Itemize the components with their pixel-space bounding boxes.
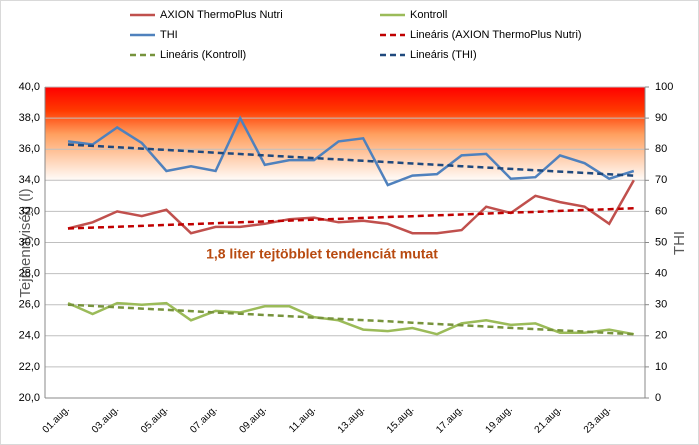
trend-line xyxy=(67,143,634,177)
y-tick-label: 34,0 xyxy=(19,174,40,186)
y-tick-label: 30,0 xyxy=(19,236,40,248)
y-tick-label: 36,0 xyxy=(19,143,40,155)
y-tick-label: 32,0 xyxy=(19,205,40,217)
y2-tick-label: 80 xyxy=(655,143,667,155)
y-tick-label: 26,0 xyxy=(19,299,40,311)
heat-zone xyxy=(45,87,645,182)
y2-tick-label: 100 xyxy=(655,81,673,93)
y2-tick-label: 0 xyxy=(655,392,661,404)
trend-line xyxy=(67,303,634,336)
legend-label: THI xyxy=(160,29,178,41)
y2-axis-label: THI xyxy=(671,231,688,255)
y-tick-label: 40,0 xyxy=(19,81,40,93)
legend-label: Lineáris (Kontroll) xyxy=(160,49,246,61)
y2-tick-label: 60 xyxy=(655,205,667,217)
y-tick-label: 22,0 xyxy=(19,361,40,373)
y2-tick-label: 20 xyxy=(655,330,667,342)
legend-label: Kontroll xyxy=(410,9,447,21)
legend-label: Lineáris (AXION ThermoPlus Nutri) xyxy=(410,29,582,41)
y2-tick-label: 40 xyxy=(655,268,667,280)
y2-tick-label: 10 xyxy=(655,361,667,373)
y2-tick-label: 30 xyxy=(655,299,667,311)
y2-tick-label: 50 xyxy=(655,236,667,248)
y-tick-label: 28,0 xyxy=(19,268,40,280)
legend-label: AXION ThermoPlus Nutri xyxy=(160,9,283,21)
series-line xyxy=(67,179,635,235)
annotation: 1,8 liter tejtöbblet tendenciát mutat xyxy=(206,246,438,262)
y-tick-label: 24,0 xyxy=(19,330,40,342)
y-tick-label: 38,0 xyxy=(19,112,40,124)
series-line xyxy=(67,301,635,336)
series-line xyxy=(67,115,635,187)
legend-label: Lineáris (THI) xyxy=(410,49,477,61)
y-axis-label: Tejmennyiség (l) xyxy=(17,188,34,297)
trend-line xyxy=(67,207,634,230)
y-tick-label: 20,0 xyxy=(19,392,40,404)
y2-tick-label: 90 xyxy=(655,112,667,124)
y2-tick-label: 70 xyxy=(655,174,667,186)
